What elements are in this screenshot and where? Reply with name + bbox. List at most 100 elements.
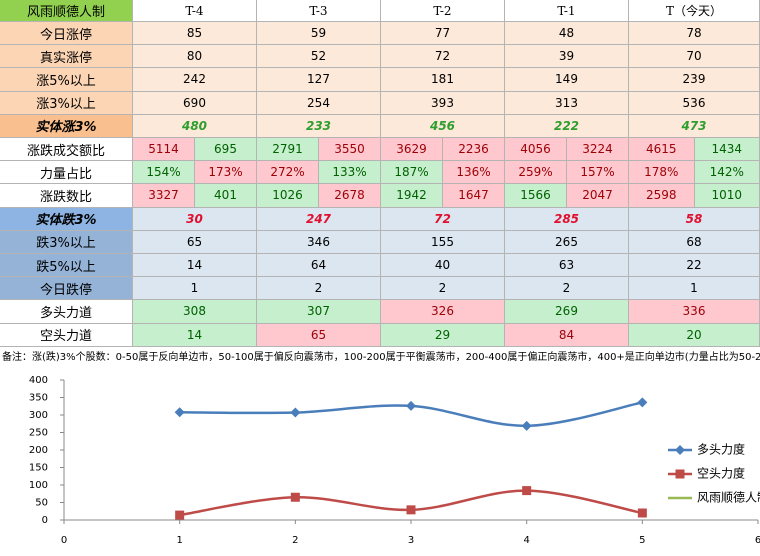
column-header: T-2 [381, 0, 505, 22]
value-cell: 233 [257, 114, 381, 138]
column-header: T（今天） [629, 0, 760, 22]
value-cell: 480 [133, 114, 257, 138]
value-cell: 254 [257, 91, 381, 115]
value-cell: 77 [381, 22, 505, 46]
value-cell: 64 [257, 254, 381, 278]
y-tick-label: 350 [29, 393, 48, 404]
value-cell: 68 [629, 230, 760, 254]
value-cell: 690 [133, 91, 257, 115]
value-cell: 65 [133, 230, 257, 254]
value-cell: 1 [133, 277, 257, 301]
point [522, 486, 532, 496]
value-cell: 285 [505, 207, 629, 231]
value-cell: 695 [195, 138, 257, 162]
y-tick-label: 250 [29, 428, 48, 439]
row-label: 实体涨3% [0, 114, 133, 138]
value-cell: 85 [133, 22, 257, 46]
value-cell: 1647 [443, 184, 505, 208]
value-cell: 178% [629, 161, 695, 185]
value-cell: 5114 [133, 138, 195, 162]
row-label: 跌5%以上 [0, 254, 133, 278]
value-cell: 29 [381, 323, 505, 347]
value-cell: 269 [505, 300, 629, 324]
value-cell: 187% [381, 161, 443, 185]
chart: 0 50 100 150 200 250 300 350 400 0 1 2 3 4 5 6 多头力度空头力度风… [29, 375, 760, 546]
value-cell: 242 [133, 68, 257, 92]
row-label: 今日涨停 [0, 22, 133, 46]
value-cell: 59 [257, 22, 381, 46]
value-cell: 142% [694, 161, 760, 185]
corner-header: 风雨顺德人制 [0, 0, 133, 22]
row-label: 力量占比 [0, 161, 133, 185]
row-label: 实体跌3% [0, 207, 133, 231]
value-cell: 2236 [443, 138, 505, 162]
value-cell: 1 [629, 277, 760, 301]
value-cell: 272% [257, 161, 319, 185]
value-cell: 22 [629, 254, 760, 278]
value-cell: 2791 [257, 138, 319, 162]
value-cell: 3629 [381, 138, 443, 162]
value-cell: 48 [505, 22, 629, 46]
column-header: T-1 [505, 0, 629, 22]
value-cell: 1942 [381, 184, 443, 208]
value-cell: 1434 [694, 138, 760, 162]
value-cell: 313 [505, 91, 629, 115]
row-label: 空头力道 [0, 323, 133, 347]
value-cell: 1010 [694, 184, 760, 208]
value-cell: 78 [629, 22, 760, 46]
row-label: 涨跌数比 [0, 184, 133, 208]
point [290, 407, 301, 418]
row-label: 涨跌成交额比 [0, 138, 133, 162]
row-label: 真实涨停 [0, 45, 133, 69]
value-cell: 20 [629, 323, 760, 347]
value-cell: 173% [195, 161, 257, 185]
x-tick-label: 3 [408, 535, 414, 546]
value-cell: 52 [257, 45, 381, 69]
value-cell: 265 [505, 230, 629, 254]
row-label: 今日跌停 [0, 277, 133, 301]
row-label: 涨3%以上 [0, 91, 133, 115]
value-cell: 63 [505, 254, 629, 278]
value-cell: 127 [257, 68, 381, 92]
value-cell: 393 [381, 91, 505, 115]
column-header: T-3 [257, 0, 381, 22]
note: 备注：涨(跌)3%个股数：0-50属于反向单边市，50-100属于偏反向震荡市，… [2, 352, 760, 363]
y-tick-label: 50 [35, 498, 48, 509]
value-cell: 308 [133, 300, 257, 324]
row-label: 多头力道 [0, 300, 133, 324]
value-cell: 1026 [257, 184, 319, 208]
x-tick-label: 5 [639, 535, 645, 546]
value-cell: 2598 [629, 184, 695, 208]
point [406, 505, 416, 515]
point [637, 508, 647, 518]
value-cell: 84 [505, 323, 629, 347]
y-tick-label: 300 [29, 410, 48, 421]
value-cell: 3327 [133, 184, 195, 208]
value-cell: 2 [505, 277, 629, 301]
value-cell: 136% [443, 161, 505, 185]
value-cell: 2 [257, 277, 381, 301]
value-cell: 222 [505, 114, 629, 138]
row-label: 涨5%以上 [0, 68, 133, 92]
value-cell: 133% [319, 161, 381, 185]
value-cell: 3224 [567, 138, 629, 162]
y-tick-label: 400 [29, 375, 48, 386]
value-cell: 157% [567, 161, 629, 185]
value-cell: 70 [629, 45, 760, 69]
value-cell: 30 [133, 207, 257, 231]
value-cell: 2 [381, 277, 505, 301]
legend-marker [675, 445, 685, 455]
value-cell: 307 [257, 300, 381, 324]
x-tick-label: 1 [176, 535, 182, 546]
value-cell: 259% [505, 161, 567, 185]
x-tick-label: 2 [292, 535, 298, 546]
x-tick-label: 4 [523, 535, 529, 546]
value-cell: 326 [381, 300, 505, 324]
value-cell: 39 [505, 45, 629, 69]
y-tick-label: 0 [42, 515, 48, 526]
value-cell: 65 [257, 323, 381, 347]
value-cell: 72 [381, 207, 505, 231]
value-cell: 239 [629, 68, 760, 92]
row-label: 跌3%以上 [0, 230, 133, 254]
